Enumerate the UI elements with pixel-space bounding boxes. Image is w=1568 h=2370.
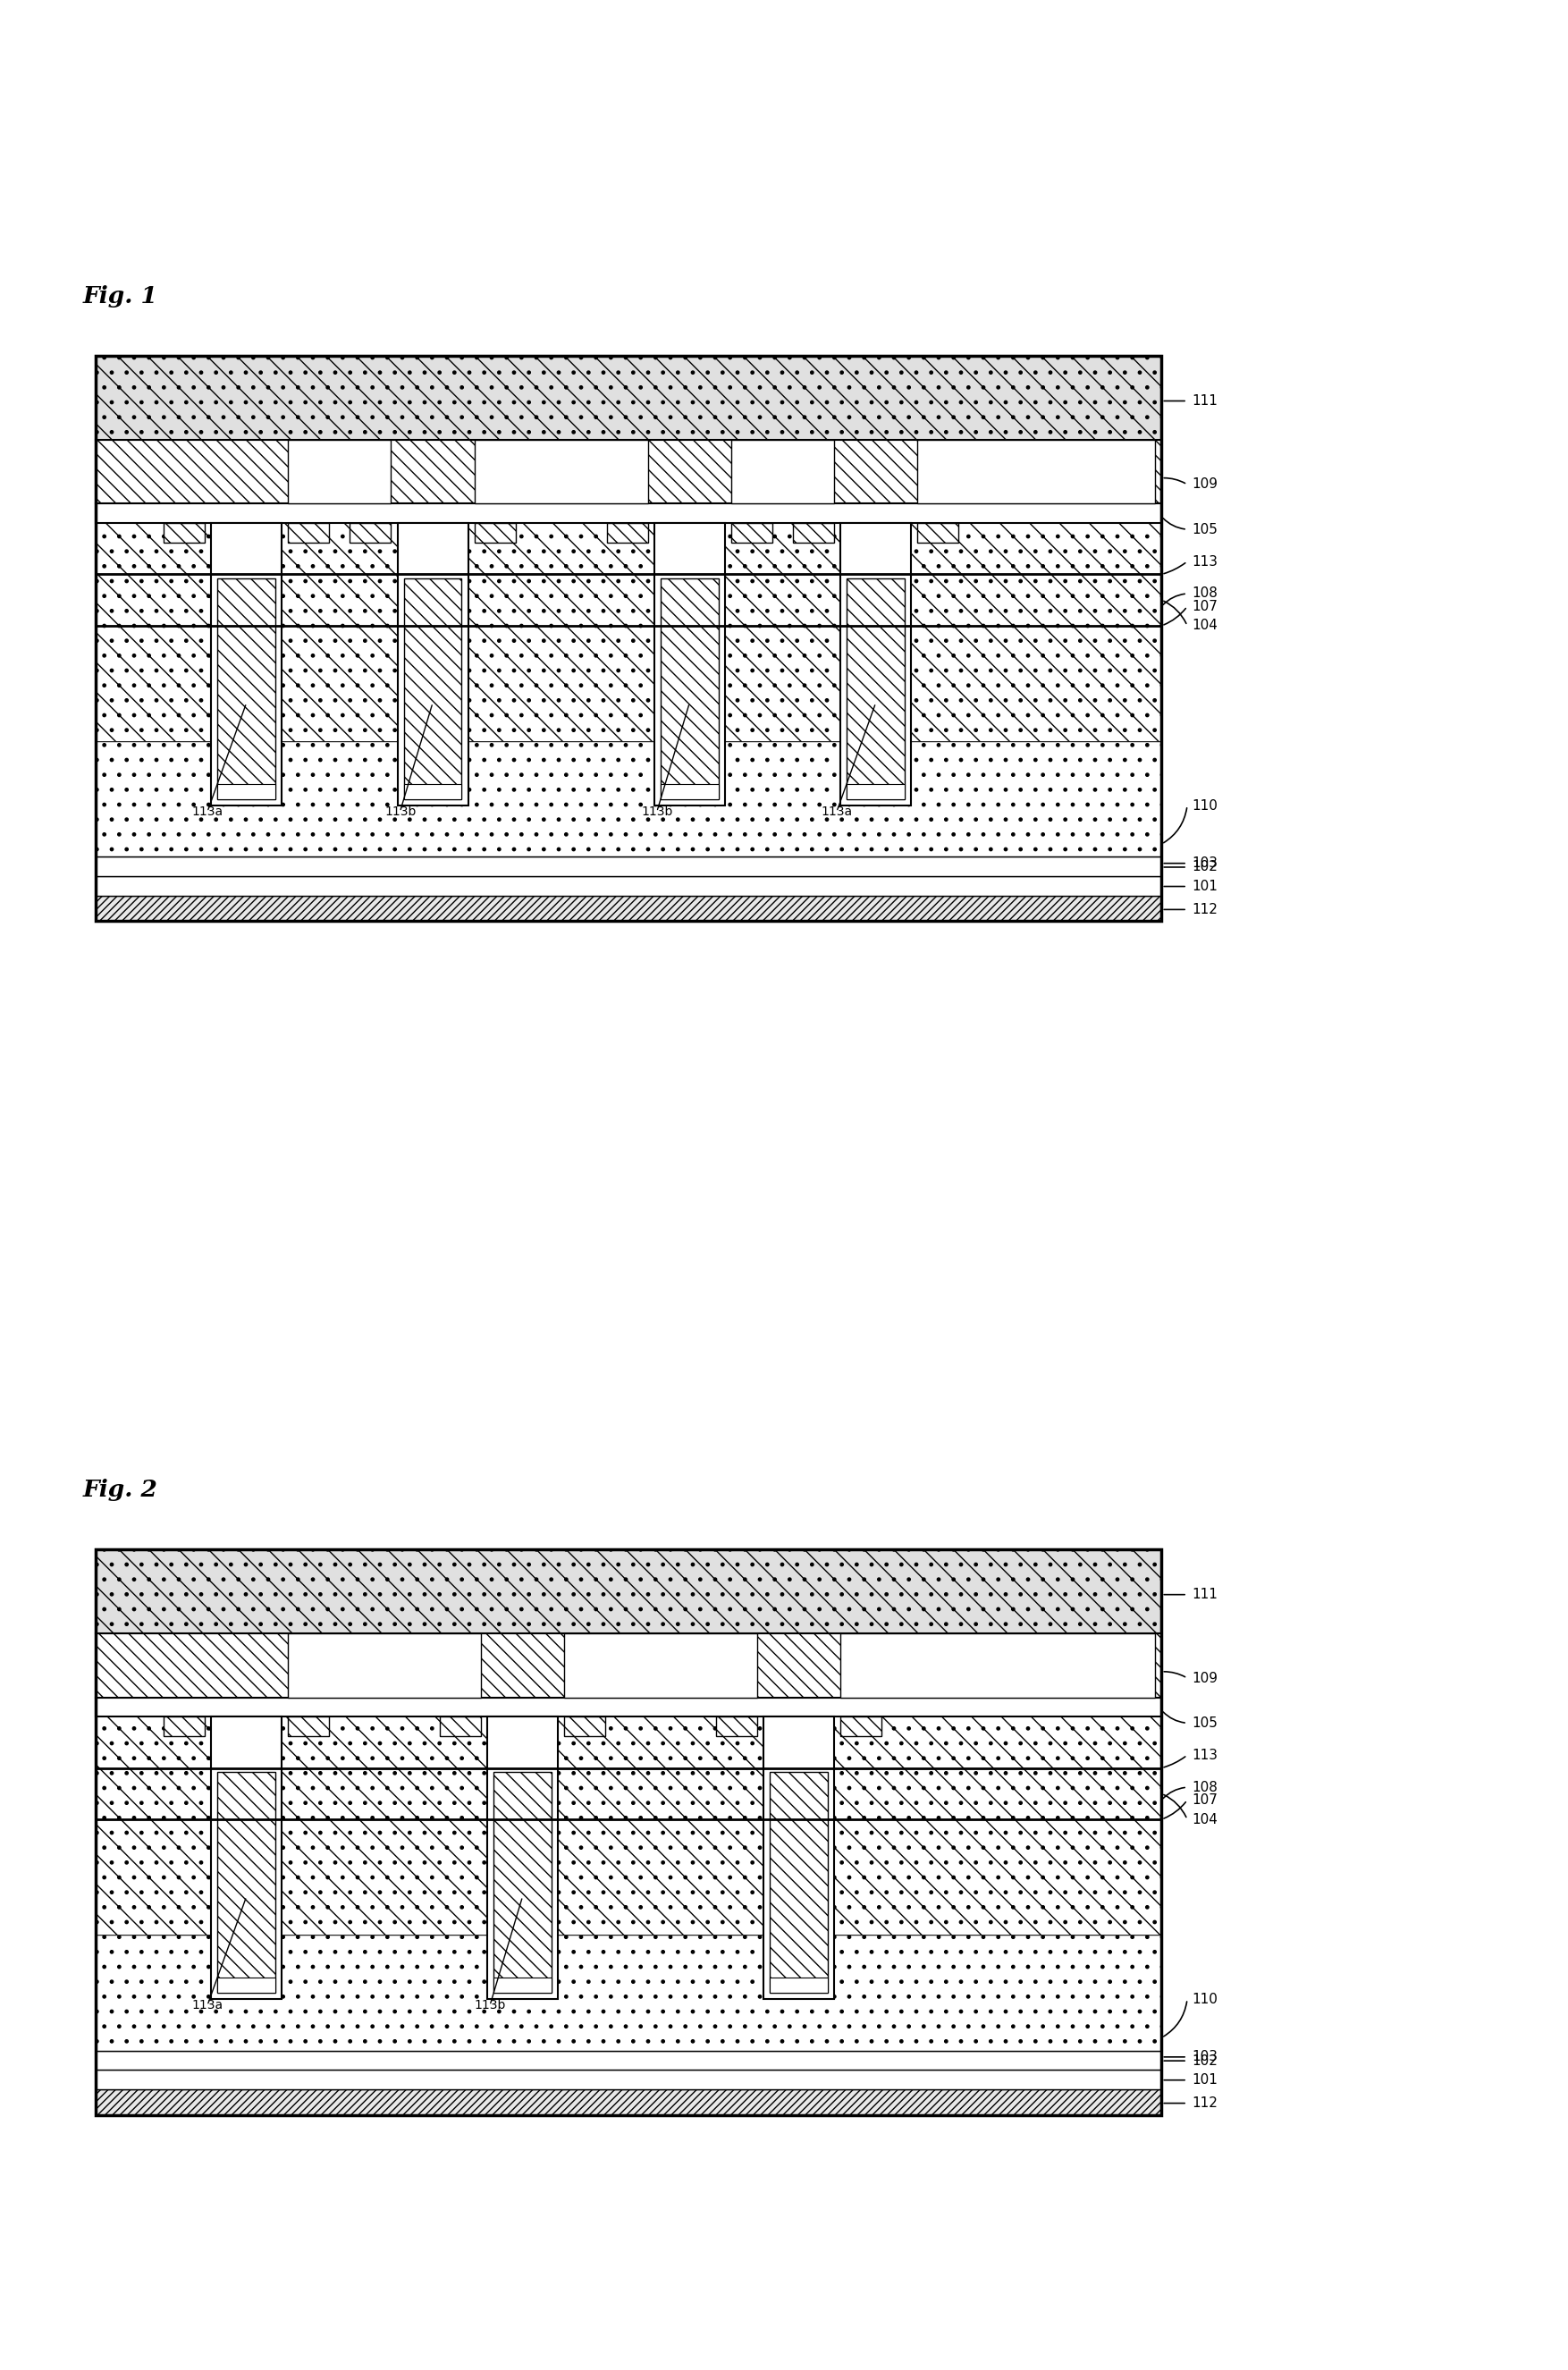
Text: Fig. 1: Fig. 1	[83, 284, 158, 308]
Text: 104: 104	[1192, 619, 1218, 633]
Bar	[96, 1633, 1162, 1697]
Text: 108: 108	[1192, 1780, 1218, 1794]
Bar	[96, 356, 1162, 922]
Text: 111: 111	[1192, 393, 1218, 408]
Bar	[405, 784, 461, 799]
Bar	[488, 1716, 558, 2000]
Bar	[96, 1716, 1162, 1934]
Bar	[439, 1716, 481, 1735]
Text: 113a: 113a	[191, 806, 223, 818]
Bar	[564, 1716, 605, 1735]
Bar	[607, 524, 648, 543]
Bar	[96, 877, 1162, 896]
Bar	[731, 438, 834, 505]
Bar	[163, 1716, 205, 1735]
Bar	[212, 1716, 282, 2000]
Bar	[96, 524, 1162, 742]
Text: 101: 101	[1192, 2074, 1218, 2088]
Text: 107: 107	[1192, 600, 1218, 614]
Bar	[212, 524, 282, 806]
Bar	[770, 1773, 828, 1993]
Text: 101: 101	[1192, 879, 1218, 893]
Bar	[289, 1633, 481, 1697]
Bar	[96, 1550, 1162, 1633]
Bar	[289, 524, 329, 543]
Text: 102: 102	[1192, 2055, 1218, 2067]
Bar	[218, 1773, 276, 1993]
Bar	[218, 578, 276, 799]
Bar	[96, 438, 1162, 505]
Bar	[96, 2069, 1162, 2088]
Bar	[847, 784, 905, 799]
Text: 111: 111	[1192, 1588, 1218, 1602]
Text: 109: 109	[1192, 1671, 1218, 1685]
Text: 103: 103	[1192, 856, 1218, 870]
Bar	[494, 1773, 552, 1993]
Bar	[405, 578, 461, 799]
Text: 109: 109	[1192, 479, 1218, 491]
Text: 112: 112	[1192, 2097, 1218, 2109]
Text: 105: 105	[1192, 524, 1218, 536]
Bar	[764, 1716, 834, 2000]
Bar	[218, 1977, 276, 1993]
Bar	[96, 524, 1162, 742]
Bar	[96, 505, 1162, 524]
Text: 102: 102	[1192, 860, 1218, 875]
Text: 113: 113	[1192, 1749, 1218, 1761]
Bar	[793, 524, 834, 543]
Bar	[564, 1633, 757, 1697]
Text: 108: 108	[1192, 588, 1218, 600]
Bar	[350, 524, 390, 543]
Bar	[397, 524, 467, 806]
Bar	[770, 1977, 828, 1993]
Bar	[96, 1550, 1162, 2114]
Text: 110: 110	[1192, 1993, 1218, 2005]
Text: 110: 110	[1192, 799, 1218, 813]
Text: 113b: 113b	[641, 806, 673, 818]
Text: 105: 105	[1192, 1716, 1218, 1730]
Bar	[840, 1633, 1156, 1697]
Bar	[289, 1716, 329, 1735]
Text: 113b: 113b	[475, 2000, 506, 2012]
Bar	[96, 896, 1162, 922]
Bar	[96, 858, 1162, 877]
Bar	[717, 1716, 757, 1735]
Bar	[96, 1550, 1162, 1633]
Bar	[917, 438, 1156, 505]
Bar	[654, 524, 724, 806]
Bar	[96, 1716, 1162, 1934]
Text: 104: 104	[1192, 1813, 1218, 1825]
Bar	[289, 438, 390, 505]
Bar	[660, 578, 718, 799]
Text: 113b: 113b	[384, 806, 416, 818]
Bar	[840, 1716, 881, 1735]
Bar	[475, 438, 648, 505]
Bar	[96, 2088, 1162, 2114]
Text: 113a: 113a	[191, 2000, 223, 2012]
Bar	[96, 1697, 1162, 1716]
Bar	[96, 1934, 1162, 2050]
Bar	[163, 524, 205, 543]
Text: 113a: 113a	[822, 806, 853, 818]
Bar	[731, 524, 773, 543]
Bar	[660, 784, 718, 799]
Bar	[847, 578, 905, 799]
Bar	[494, 1977, 552, 1993]
Bar	[840, 524, 911, 806]
Text: 107: 107	[1192, 1794, 1218, 1806]
Bar	[917, 524, 958, 543]
Text: 113: 113	[1192, 555, 1218, 569]
Bar	[475, 524, 516, 543]
Bar	[96, 356, 1162, 438]
Bar	[96, 2050, 1162, 2069]
Bar	[96, 742, 1162, 858]
Bar	[96, 356, 1162, 438]
Bar	[218, 784, 276, 799]
Text: 112: 112	[1192, 903, 1218, 917]
Text: 103: 103	[1192, 2050, 1218, 2064]
Text: Fig. 2: Fig. 2	[83, 1479, 158, 1500]
